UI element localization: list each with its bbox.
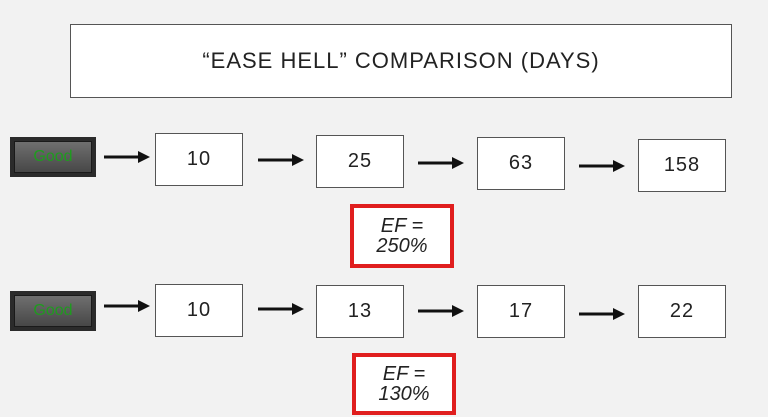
ease-factor-box: EF = 130%	[352, 353, 456, 415]
right-arrow-icon	[418, 157, 464, 169]
right-arrow-icon	[579, 308, 625, 320]
interval-box: 10	[155, 284, 243, 337]
good-button-label: Good	[14, 141, 92, 173]
right-arrow-icon	[258, 154, 304, 166]
ef-label: EF =	[382, 363, 426, 385]
interval-box: 158	[638, 139, 726, 192]
ef-label: EF =	[380, 215, 424, 237]
good-button-row-2[interactable]: Good	[10, 291, 96, 331]
diagram-title: “EASE HELL” COMPARISON (DAYS)	[70, 24, 732, 98]
interval-box: 13	[316, 285, 404, 338]
ef-value: 250%	[376, 235, 428, 257]
ease-factor-box: EF = 250%	[350, 204, 454, 268]
interval-box: 22	[638, 285, 726, 338]
right-arrow-icon	[579, 160, 625, 172]
good-button-row-1[interactable]: Good	[10, 137, 96, 177]
right-arrow-icon	[104, 151, 150, 163]
right-arrow-icon	[258, 303, 304, 315]
interval-box: 17	[477, 285, 565, 338]
interval-box: 10	[155, 133, 243, 186]
good-button-label: Good	[14, 295, 92, 327]
interval-box: 25	[316, 135, 404, 188]
right-arrow-icon	[104, 300, 150, 312]
right-arrow-icon	[418, 305, 464, 317]
interval-box: 63	[477, 137, 565, 190]
ef-value: 130%	[378, 383, 430, 405]
